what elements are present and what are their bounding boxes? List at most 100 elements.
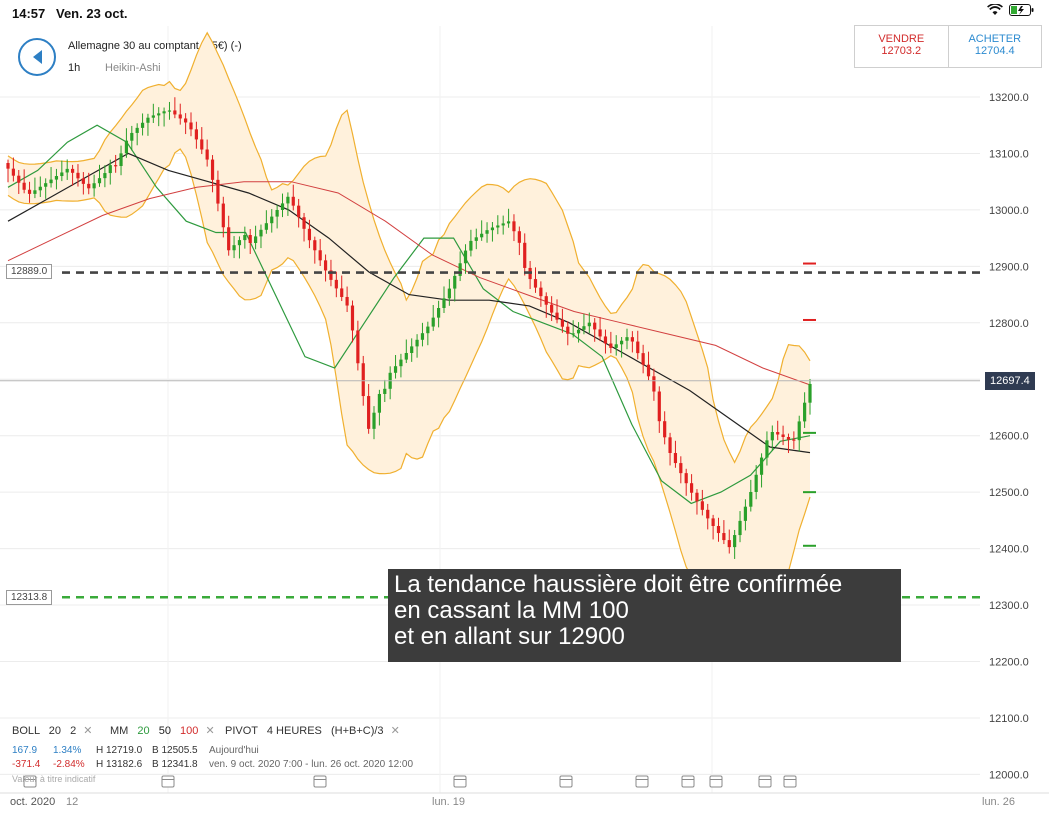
candle-bullish bbox=[108, 165, 112, 174]
bollinger-band-fill bbox=[8, 32, 810, 602]
candle-bearish bbox=[517, 231, 521, 243]
back-button[interactable] bbox=[18, 38, 56, 76]
candle-bearish bbox=[544, 296, 548, 305]
candle-bearish bbox=[76, 172, 80, 179]
candle-bullish bbox=[431, 317, 435, 327]
calendar-event-icon bbox=[758, 775, 772, 788]
legend-pivot-label: PIVOT bbox=[225, 725, 258, 737]
candle-bullish bbox=[442, 298, 446, 309]
candle-bearish bbox=[248, 234, 252, 244]
sell-button[interactable]: VENDRE 12703.2 bbox=[855, 26, 948, 67]
bollinger-lower-line bbox=[7, 148, 811, 603]
candle-bearish bbox=[114, 165, 118, 167]
candle-bearish bbox=[87, 183, 91, 189]
candle-bearish bbox=[716, 526, 721, 534]
candle-bearish bbox=[663, 421, 667, 438]
buy-label: ACHETER bbox=[968, 33, 1022, 45]
legend-pivot-close-icon[interactable]: ✕ bbox=[390, 725, 400, 737]
candle-bearish bbox=[205, 149, 209, 160]
x-axis: oct. 2020 12 lun. 19 lun. 26 bbox=[0, 793, 1049, 817]
candle-bullish bbox=[490, 227, 495, 231]
chart-type-selector[interactable]: Heikin-Ashi bbox=[105, 62, 161, 74]
candle-bullish bbox=[135, 127, 139, 133]
candle-bullish bbox=[770, 432, 774, 441]
candle-bearish bbox=[689, 483, 694, 493]
calendar-event-icon bbox=[681, 775, 695, 788]
legend-boll[interactable]: BOLL 20 2 ✕ bbox=[12, 724, 93, 737]
back-arrow-icon bbox=[33, 50, 42, 64]
candle-bullish bbox=[264, 223, 268, 230]
candle-bullish bbox=[506, 221, 511, 224]
candle-bearish bbox=[673, 452, 678, 464]
candle-bullish bbox=[797, 421, 801, 441]
candle-bearish bbox=[221, 203, 225, 228]
candle-bullish bbox=[743, 506, 748, 521]
y-tick-label: 12800.0 bbox=[989, 318, 1029, 330]
candle-bearish bbox=[652, 376, 656, 392]
candle-bearish bbox=[216, 179, 220, 204]
calendar-event-icon bbox=[559, 775, 573, 788]
candle-bullish bbox=[426, 326, 430, 334]
candle-bullish bbox=[582, 326, 586, 330]
candle-bullish bbox=[571, 333, 575, 335]
candle-bullish bbox=[38, 186, 42, 191]
current-price-tag: 12697.4 bbox=[985, 372, 1035, 390]
candle-bearish bbox=[361, 363, 365, 397]
candle-bullish bbox=[237, 240, 242, 246]
y-tick-label: 12500.0 bbox=[989, 487, 1029, 499]
candle-bearish bbox=[706, 509, 710, 519]
candle-bearish bbox=[512, 221, 516, 232]
stat-today-pct: 1.34% bbox=[53, 745, 82, 756]
calendar-event-icon bbox=[453, 775, 467, 788]
candle-bullish bbox=[151, 115, 155, 118]
candle-bearish bbox=[313, 240, 317, 251]
y-tick-label: 12300.0 bbox=[989, 600, 1029, 612]
candle-bullish bbox=[259, 229, 263, 237]
candle-bullish bbox=[733, 535, 737, 548]
candle-bullish bbox=[738, 520, 742, 536]
candle-bullish bbox=[399, 359, 403, 367]
candle-bullish bbox=[480, 233, 484, 238]
candle-bullish bbox=[576, 329, 581, 334]
legend-mm-close-icon[interactable]: ✕ bbox=[205, 725, 215, 737]
legend-mm[interactable]: MM 20 50 100 ✕ bbox=[110, 724, 215, 737]
wifi-icon bbox=[987, 4, 1003, 15]
candle-bullish bbox=[808, 383, 812, 403]
legend-boll-close-icon[interactable]: ✕ bbox=[83, 725, 93, 737]
candle-bullish bbox=[447, 288, 451, 299]
candle-bearish bbox=[641, 353, 645, 365]
candle-bearish bbox=[776, 432, 780, 435]
candle-bearish bbox=[668, 437, 672, 453]
candle-bullish bbox=[54, 176, 59, 180]
legend-pivot[interactable]: PIVOT 4 HEURES (H+B+C)/3 ✕ bbox=[225, 724, 400, 737]
sell-price: 12703.2 bbox=[881, 45, 922, 57]
candle-bullish bbox=[286, 196, 290, 204]
buy-price: 12704.4 bbox=[974, 45, 1015, 57]
candle-bullish bbox=[754, 474, 758, 492]
candle-bearish bbox=[711, 518, 715, 526]
candle-bearish bbox=[786, 436, 791, 440]
legend-boll-period: 20 bbox=[48, 725, 62, 737]
candle-bearish bbox=[302, 217, 306, 229]
ma20-line bbox=[7, 124, 811, 505]
candle-bullish bbox=[162, 111, 166, 114]
candle-bullish bbox=[587, 322, 591, 327]
buy-button[interactable]: ACHETER 12704.4 bbox=[947, 26, 1042, 67]
candle-bearish bbox=[695, 492, 699, 502]
candle-bearish bbox=[189, 122, 193, 130]
candle-bullish bbox=[620, 340, 624, 345]
candle-bullish bbox=[119, 153, 123, 167]
candle-bullish bbox=[92, 183, 96, 189]
annotation-line-3: et en allant sur 12900 bbox=[394, 623, 625, 650]
y-tick-label: 12200.0 bbox=[989, 657, 1029, 669]
ma100-line bbox=[7, 181, 811, 386]
candle-bearish bbox=[345, 296, 349, 306]
candle-bullish bbox=[458, 263, 462, 276]
candle-bearish bbox=[178, 114, 182, 119]
candle-bullish bbox=[372, 412, 376, 429]
candle-bullish bbox=[749, 491, 753, 507]
candle-bearish bbox=[334, 279, 338, 289]
candle-bearish bbox=[356, 330, 360, 364]
timeframe-selector[interactable]: 1h bbox=[68, 62, 81, 74]
